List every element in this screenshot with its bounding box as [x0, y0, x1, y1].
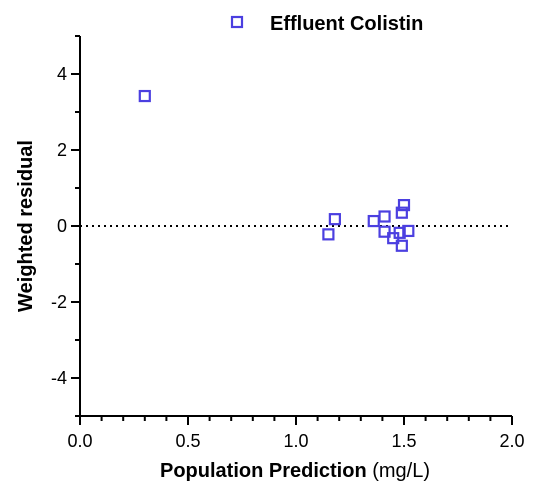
data-point [402, 224, 415, 238]
legend-marker [230, 15, 244, 29]
data-points [138, 89, 415, 252]
x-tick-label: 0.0 [67, 431, 92, 451]
x-tick-label: 2.0 [499, 431, 524, 451]
x-tick-label: 0.5 [175, 431, 200, 451]
data-point [367, 214, 380, 228]
data-point [393, 226, 406, 239]
data-point [138, 89, 151, 103]
x-axis-label: Population Prediction [160, 460, 367, 482]
data-point [378, 210, 391, 223]
legend-label-effluent-colistin: Effluent Colistin [270, 13, 423, 35]
data-point [395, 206, 408, 219]
x-axis-title: Population Prediction (mg/L) [160, 460, 430, 482]
y-tick-label: -4 [51, 368, 67, 388]
data-point [395, 239, 408, 252]
x-tick-label: 1.0 [283, 431, 308, 451]
data-point [328, 213, 341, 226]
y-tick-label: -2 [51, 292, 67, 312]
data-point [322, 228, 335, 241]
data-point [378, 225, 391, 238]
axes: -4 -2 0 2 4 0.0 0.5 1.0 1.5 2.0 [51, 35, 525, 451]
y-tick-label: 2 [57, 140, 67, 160]
y-axis-title: Weighted residual [15, 140, 37, 312]
legend: Effluent Colistin [230, 13, 423, 35]
x-tick-label: 1.5 [391, 431, 416, 451]
y-tick-label: 0 [57, 216, 67, 236]
y-tick-label: 4 [57, 64, 67, 84]
x-axis-unit: (mg/L) [372, 460, 430, 482]
data-point [397, 199, 411, 212]
